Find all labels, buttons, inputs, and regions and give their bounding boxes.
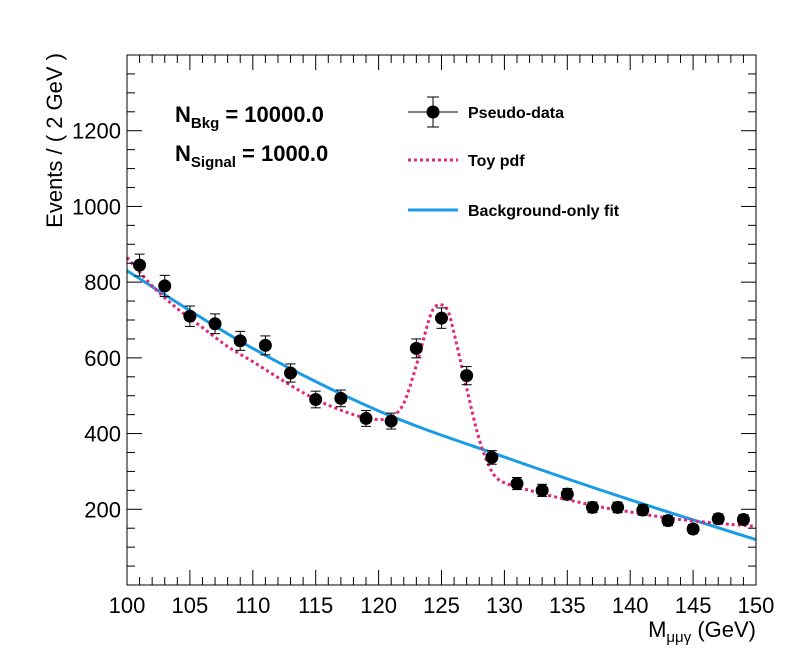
data-point xyxy=(535,483,549,497)
data-marker xyxy=(435,311,448,325)
data-marker xyxy=(711,512,725,526)
data-marker xyxy=(233,334,247,348)
data-point xyxy=(384,412,398,430)
annotation-n-signal: NSignal = 1000.0 xyxy=(175,141,328,171)
x-tick-label: 150 xyxy=(738,593,775,618)
data-point xyxy=(233,330,247,351)
x-tick-label: 145 xyxy=(675,593,712,618)
x-tick-label: 100 xyxy=(109,593,146,618)
data-point xyxy=(686,522,700,536)
data-point xyxy=(284,363,298,383)
data-marker xyxy=(409,341,423,355)
data-point xyxy=(133,253,147,277)
data-marker xyxy=(158,279,172,293)
data-point xyxy=(435,307,448,329)
data-point xyxy=(158,274,172,298)
legend-label-pseudo-data: Pseudo-data xyxy=(468,105,564,122)
data-point xyxy=(359,409,373,427)
y-tick-label: 1200 xyxy=(72,119,121,144)
legend-label-background-fit: Background-only fit xyxy=(468,203,620,220)
x-axis-ticks: 100 105 110 115 120 125 130 135 140 145 150 xyxy=(109,55,775,618)
y-tick-label: 200 xyxy=(84,497,121,522)
legend-entry-background-fit: Background-only fit xyxy=(408,203,620,220)
legend-entry-toy-pdf: Toy pdf xyxy=(408,153,525,170)
data-point xyxy=(736,513,750,527)
data-point xyxy=(334,389,348,408)
legend-marker-dot xyxy=(426,105,440,119)
data-marker xyxy=(485,450,499,464)
data-point xyxy=(409,338,423,359)
x-tick-label: 115 xyxy=(298,593,333,618)
plot-points xyxy=(133,253,750,536)
data-marker xyxy=(736,513,750,527)
data-point xyxy=(711,512,725,526)
legend-label-toy-pdf: Toy pdf xyxy=(468,153,525,170)
y-tick-label: 400 xyxy=(84,422,121,447)
x-tick-label: 130 xyxy=(486,593,523,618)
y-axis-ticks: 200 400 600 800 1000 1200 xyxy=(72,54,756,586)
data-marker xyxy=(510,477,524,491)
legend: Pseudo-data Toy pdf Background-only fit xyxy=(408,96,620,220)
data-marker xyxy=(585,500,599,514)
data-point xyxy=(636,503,650,517)
x-axis-title: Mμμγ (GeV) xyxy=(648,617,756,646)
data-point xyxy=(560,487,574,501)
data-marker xyxy=(384,414,398,428)
x-tick-label: 120 xyxy=(360,593,397,618)
data-marker xyxy=(208,317,222,331)
data-marker xyxy=(284,366,298,380)
data-point xyxy=(661,514,675,528)
data-marker xyxy=(535,483,549,497)
data-marker xyxy=(359,411,373,425)
data-point xyxy=(611,500,625,514)
legend-entry-pseudo-data: Pseudo-data xyxy=(408,96,564,128)
x-tick-label: 105 xyxy=(172,593,209,618)
data-marker xyxy=(636,503,650,517)
y-axis-title: Events / ( 2 GeV ) xyxy=(42,53,67,228)
data-marker xyxy=(309,393,323,406)
y-tick-label: 600 xyxy=(84,346,121,371)
data-point xyxy=(585,500,599,514)
data-point xyxy=(485,450,499,465)
x-tick-label: 125 xyxy=(423,593,460,618)
data-point xyxy=(309,390,323,409)
x-tick-label: 135 xyxy=(549,593,586,618)
x-tick-label: 140 xyxy=(612,593,649,618)
data-point xyxy=(510,476,524,491)
data-marker xyxy=(183,309,197,323)
data-point xyxy=(258,335,272,356)
data-marker xyxy=(258,338,272,352)
data-marker xyxy=(334,391,348,405)
y-tick-label: 1000 xyxy=(72,194,121,219)
data-marker xyxy=(560,487,574,501)
data-marker xyxy=(460,369,474,383)
data-marker xyxy=(133,258,147,272)
data-point xyxy=(183,305,197,327)
annotation-n-bkg: NBkg = 10000.0 xyxy=(175,102,324,132)
y-tick-label: 800 xyxy=(84,270,121,295)
data-point xyxy=(460,366,474,386)
data-point xyxy=(208,313,222,335)
data-marker xyxy=(611,500,625,514)
x-tick-label: 110 xyxy=(235,593,270,618)
data-marker xyxy=(661,514,675,528)
data-marker xyxy=(686,522,700,536)
